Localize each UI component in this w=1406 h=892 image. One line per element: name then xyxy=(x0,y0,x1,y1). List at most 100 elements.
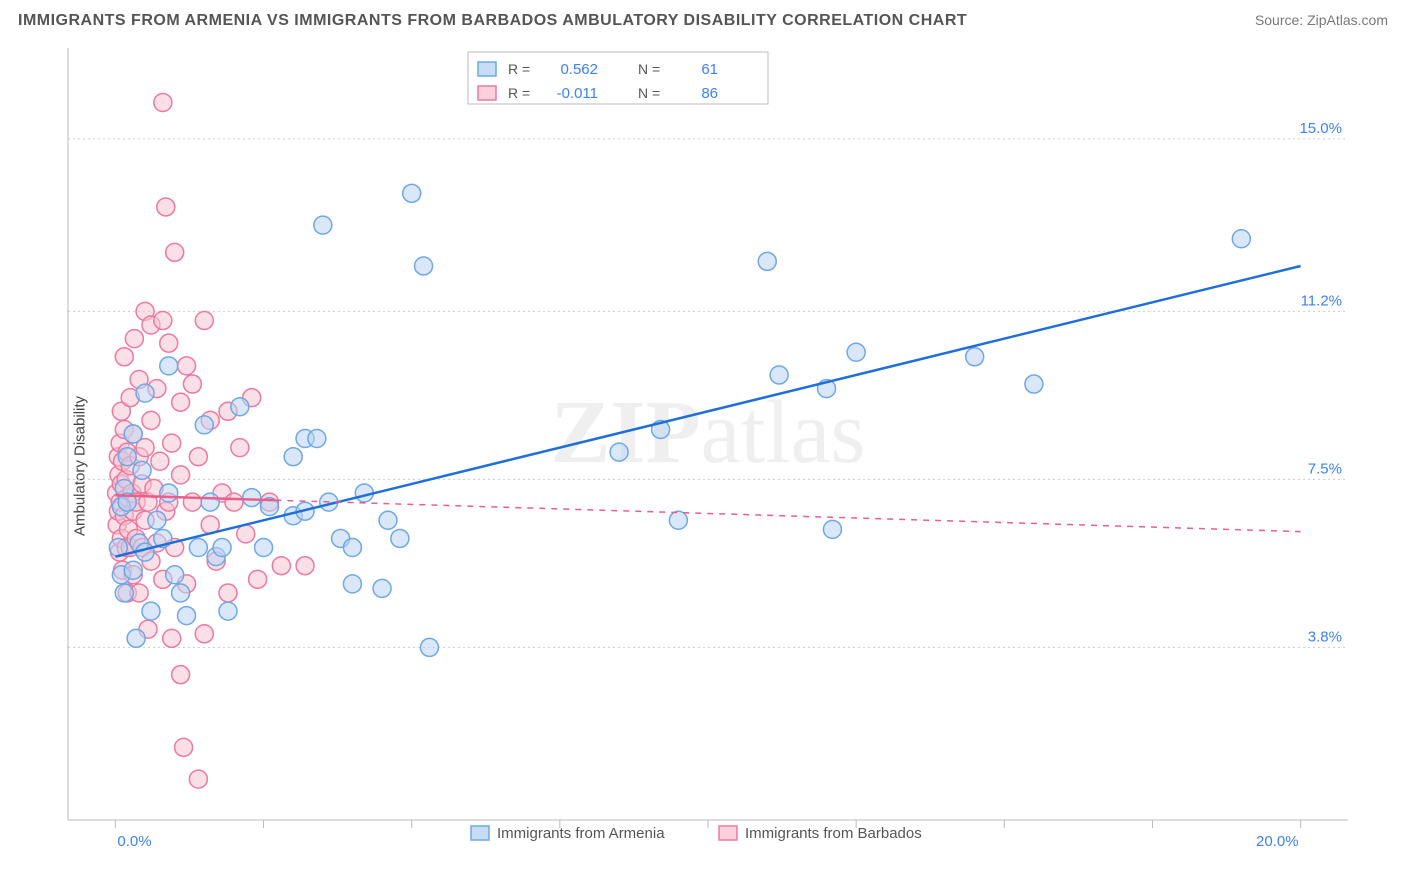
data-point-barbados xyxy=(219,584,237,602)
chart-container: Ambulatory Disability 3.8%7.5%11.2%15.0%… xyxy=(0,40,1406,892)
x-tick-label: 0.0% xyxy=(117,833,151,850)
data-point-armenia xyxy=(142,602,160,620)
data-point-armenia xyxy=(308,430,326,448)
data-point-armenia xyxy=(379,511,397,529)
data-point-barbados xyxy=(154,93,172,111)
data-point-barbados xyxy=(163,629,181,647)
data-point-armenia xyxy=(391,529,409,547)
data-point-armenia xyxy=(124,425,142,443)
data-point-armenia xyxy=(343,539,361,557)
data-point-barbados xyxy=(195,625,213,643)
data-point-barbados xyxy=(115,348,133,366)
data-point-armenia xyxy=(823,520,841,538)
y-tick-label: 15.0% xyxy=(1299,120,1342,137)
data-point-armenia xyxy=(160,484,178,502)
data-point-barbados xyxy=(160,334,178,352)
data-point-armenia xyxy=(195,416,213,434)
legend-swatch-armenia xyxy=(478,62,496,76)
data-point-barbados xyxy=(172,666,190,684)
data-point-barbados xyxy=(225,493,243,511)
scatter-plot: 3.8% 7.5% 11.2% 15.0% ZIPatlas 0.0% 20.0% R = 0.… xyxy=(48,40,1388,860)
data-point-barbados xyxy=(157,198,175,216)
data-point-armenia xyxy=(1232,230,1250,248)
data-point-armenia xyxy=(758,252,776,270)
data-point-barbados xyxy=(125,330,143,348)
data-point-armenia xyxy=(127,629,145,647)
data-point-armenia xyxy=(213,539,231,557)
data-point-barbados xyxy=(272,557,290,575)
data-point-armenia xyxy=(1025,375,1043,393)
legend-r-label: R = xyxy=(508,85,530,101)
legend-r-value-armenia: 0.562 xyxy=(560,61,598,78)
data-point-armenia xyxy=(284,448,302,466)
data-point-barbados xyxy=(175,738,193,756)
data-point-barbados xyxy=(296,557,314,575)
legend-n-label: N = xyxy=(638,85,660,101)
data-point-armenia xyxy=(133,461,151,479)
data-point-armenia xyxy=(669,511,687,529)
data-point-armenia xyxy=(118,448,136,466)
data-point-armenia xyxy=(243,489,261,507)
header-bar: IMMIGRANTS FROM ARMENIA VS IMMIGRANTS FR… xyxy=(18,12,1388,30)
data-point-armenia xyxy=(189,539,207,557)
legend-r-value-barbados: -0.011 xyxy=(557,85,598,102)
data-point-armenia xyxy=(420,638,438,656)
data-point-barbados xyxy=(183,493,201,511)
data-point-armenia xyxy=(166,566,184,584)
legend-n-value-armenia: 61 xyxy=(701,61,718,78)
watermark: ZIPatlas xyxy=(551,383,866,482)
legend-bottom-swatch-armenia xyxy=(471,826,489,840)
data-point-armenia xyxy=(403,184,421,202)
legend-r-label: R = xyxy=(508,61,530,77)
data-point-barbados xyxy=(195,311,213,329)
data-point-armenia xyxy=(219,602,237,620)
y-tick-label: 7.5% xyxy=(1308,460,1342,477)
data-point-armenia xyxy=(231,398,249,416)
data-point-barbados xyxy=(163,434,181,452)
source-prefix: Source: xyxy=(1255,12,1307,28)
trend-line-dashed-barbados xyxy=(275,500,1300,531)
data-point-armenia xyxy=(201,493,219,511)
data-point-armenia xyxy=(373,579,391,597)
data-point-barbados xyxy=(237,525,255,543)
data-point-armenia xyxy=(160,357,178,375)
data-point-barbados xyxy=(172,393,190,411)
data-point-armenia xyxy=(178,607,196,625)
data-point-armenia xyxy=(770,366,788,384)
y-tick-label: 11.2% xyxy=(1301,292,1342,309)
data-point-barbados xyxy=(183,375,201,393)
data-point-barbados xyxy=(189,448,207,466)
y-tick-label: 3.8% xyxy=(1308,628,1342,645)
data-point-armenia xyxy=(966,348,984,366)
data-point-barbados xyxy=(178,357,196,375)
data-point-armenia xyxy=(136,384,154,402)
data-point-armenia xyxy=(343,575,361,593)
legend-bottom-label-barbados: Immigrants from Barbados xyxy=(745,825,922,842)
data-point-barbados xyxy=(172,466,190,484)
chart-title: IMMIGRANTS FROM ARMENIA VS IMMIGRANTS FR… xyxy=(18,12,967,30)
data-point-armenia xyxy=(314,216,332,234)
x-tick-label: 20.0% xyxy=(1256,833,1299,850)
data-point-barbados xyxy=(142,411,160,429)
data-point-armenia xyxy=(610,443,628,461)
data-point-barbados xyxy=(231,439,249,457)
legend-swatch-barbados xyxy=(478,86,496,100)
data-point-armenia xyxy=(255,539,273,557)
data-point-armenia xyxy=(115,584,133,602)
data-point-barbados xyxy=(189,770,207,788)
legend-n-label: N = xyxy=(638,61,660,77)
data-point-armenia xyxy=(415,257,433,275)
source-label: Source: ZipAtlas.com xyxy=(1255,12,1388,28)
legend-n-value-barbados: 86 xyxy=(701,85,718,102)
data-point-barbados xyxy=(249,570,267,588)
data-point-armenia xyxy=(148,511,166,529)
data-point-barbados xyxy=(166,243,184,261)
legend-bottom-label-armenia: Immigrants from Armenia xyxy=(497,825,665,842)
data-point-armenia xyxy=(124,561,142,579)
data-point-barbados xyxy=(151,452,169,470)
data-point-armenia xyxy=(847,343,865,361)
legend-bottom-swatch-barbados xyxy=(719,826,737,840)
source-name: ZipAtlas.com xyxy=(1307,12,1388,28)
data-point-armenia xyxy=(172,584,190,602)
data-point-barbados xyxy=(154,311,172,329)
